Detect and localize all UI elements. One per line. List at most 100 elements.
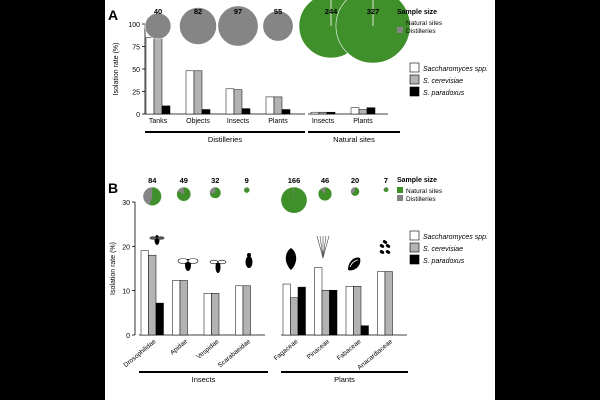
y-axis-label: Isolation rate (%)	[110, 242, 117, 295]
x-category-label: Scarabaeidae	[217, 338, 253, 369]
y-tick-label: 100	[128, 22, 140, 29]
panel-b-legend-natural-label: Natural sites	[406, 188, 443, 195]
leaflet	[379, 244, 385, 248]
sample-size-label: 32	[211, 176, 219, 185]
panel-a-legend-label: Saccharomyces spp.	[423, 66, 488, 73]
sample-size-label: 7	[384, 176, 388, 185]
bar-cerevisiae	[273, 96, 283, 115]
sample-size-label: 166	[288, 176, 301, 185]
pie-natural-slice	[318, 187, 332, 201]
bar-spp	[310, 111, 320, 115]
compound-leaf-icon	[379, 240, 391, 254]
bar-cerevisiae	[384, 271, 393, 336]
bar-cerevisiae	[211, 293, 220, 336]
pine-needle	[316, 235, 324, 259]
x-category-label: Pinaceae	[306, 338, 332, 361]
y-tick-label: 10	[122, 289, 130, 296]
x-category-label: Fabaceae	[336, 338, 363, 362]
sample-size-pie	[317, 186, 333, 202]
panel-a-legend-swatch-paradoxus	[409, 86, 420, 97]
bar-spp	[265, 96, 275, 115]
bar-cerevisiae	[153, 37, 163, 115]
wasp-icon	[209, 259, 227, 273]
panel-a-legend-natural-swatch	[397, 19, 403, 25]
sample-size-pie	[335, 0, 411, 64]
leaflet	[385, 244, 391, 248]
bee-icon	[177, 258, 199, 271]
sample-size-label: 20	[351, 176, 359, 185]
pie-natural-slice	[383, 186, 389, 193]
y-tick-label: 0	[136, 112, 140, 119]
sample-size-pie	[280, 186, 308, 214]
fly-icon	[149, 235, 165, 245]
sample-size-pie	[209, 186, 222, 199]
pie-outline	[280, 186, 308, 214]
sample-size-label: 244	[325, 7, 338, 16]
panel-a-legend-distillery-label: Distilleries	[406, 28, 436, 35]
panel-a-legend-natural-label: Natural sites	[406, 20, 443, 27]
panel-b-legend-distillery-swatch	[397, 195, 403, 201]
bar-paradoxus	[201, 109, 211, 115]
bee-wing	[177, 258, 189, 264]
bar-spp	[140, 250, 149, 336]
bar-paradoxus	[161, 105, 171, 115]
wasp-wing	[209, 259, 219, 265]
bar-paradoxus	[360, 325, 369, 336]
pie-distillery-slice	[217, 5, 259, 47]
pie-distillery-slice	[144, 12, 172, 40]
fly-body	[154, 235, 160, 245]
pea-pod-seam	[349, 259, 359, 268]
panel-a-legend-label: S. paradoxus	[423, 90, 465, 97]
sample-size-pie	[262, 10, 294, 42]
x-category-label: Objects	[186, 118, 210, 125]
sample-size-pie	[176, 186, 192, 202]
panel-b-legend-distillery-label: Distilleries	[406, 196, 436, 203]
bar-spp	[185, 70, 195, 115]
beetle-head	[247, 253, 251, 257]
bee-wing	[187, 258, 199, 264]
pea-pod-icon	[348, 257, 361, 271]
x-category-label: Plants	[353, 118, 373, 125]
group-label: Distilleries	[208, 135, 242, 144]
pine-needles-icon	[316, 235, 330, 259]
sample-size-label: 55	[274, 7, 282, 16]
bar-cerevisiae	[193, 70, 203, 115]
pie-outline	[350, 186, 360, 197]
pea-pod-shape	[348, 257, 361, 271]
x-category-label: Fagaceae	[273, 338, 300, 362]
bar-cerevisiae	[358, 109, 368, 115]
pine-needle	[322, 235, 330, 259]
bar-spp	[203, 293, 212, 336]
sample-size-pie	[144, 12, 172, 40]
pie-natural-slice	[176, 187, 191, 202]
y-tick-label: 50	[132, 67, 140, 74]
bar-cerevisiae	[290, 297, 299, 336]
panel-a-legend-swatch-cerevisiae	[409, 74, 420, 85]
pie-natural-slice	[149, 187, 162, 206]
pie-outline	[243, 186, 251, 194]
bar-spp	[350, 107, 360, 115]
group-label: Plants	[334, 375, 355, 384]
panel-a-legend-distillery-swatch	[397, 27, 403, 33]
pie-natural-slice	[209, 187, 222, 199]
sample-size-label: 46	[321, 176, 329, 185]
panel-a-legend-title: Sample size	[397, 9, 437, 16]
x-category-label: Insects	[312, 118, 335, 125]
group-label: Insects	[192, 375, 216, 384]
sample-size-label: 97	[234, 7, 242, 16]
bar-cerevisiae	[179, 280, 188, 336]
bar-spp	[172, 280, 181, 336]
bar-cerevisiae	[233, 89, 243, 115]
panel-b-legend-swatch-cerevisiae	[409, 242, 420, 253]
fly-wing	[149, 236, 157, 240]
sample-size-pie	[142, 186, 162, 206]
x-category-label: Vespidae	[196, 338, 221, 361]
x-category-label: Insects	[227, 118, 250, 125]
pie-outline	[176, 186, 192, 202]
pie-distillery-slice	[262, 10, 294, 42]
wasp-body	[215, 261, 221, 273]
bar-cerevisiae	[318, 111, 328, 115]
group-label: Natural sites	[333, 135, 375, 144]
pie-distillery-slice	[179, 7, 217, 45]
